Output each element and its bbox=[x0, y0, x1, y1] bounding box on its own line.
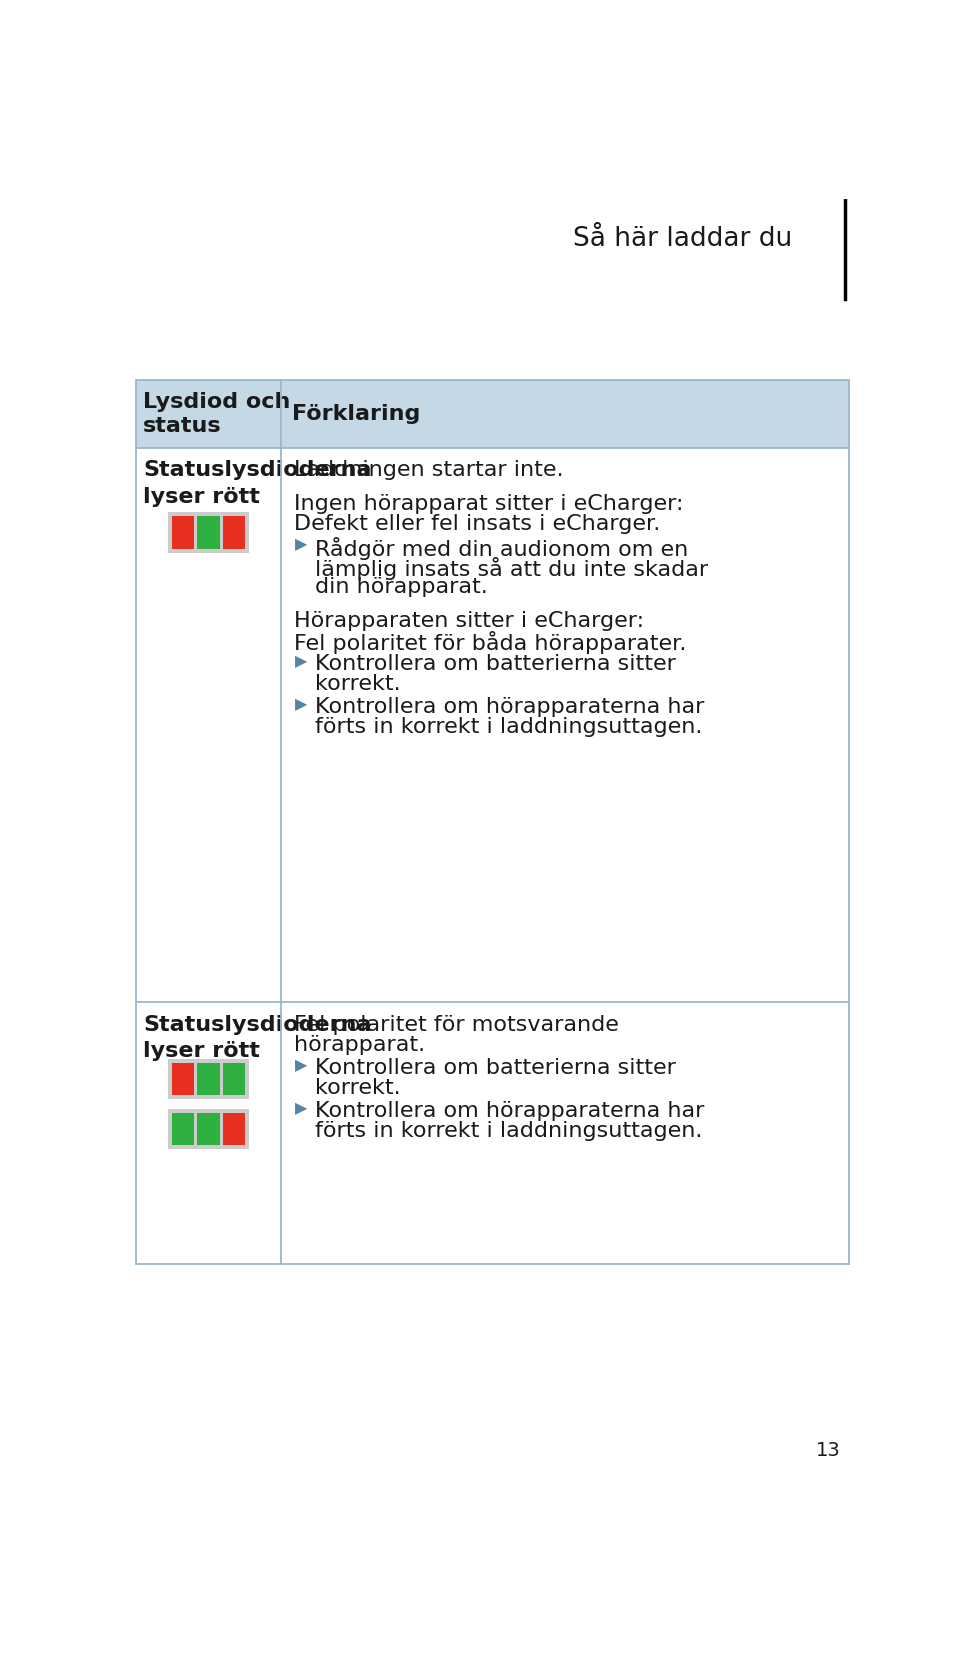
Bar bbox=[223, 516, 245, 549]
Text: hörapparat.: hörapparat. bbox=[294, 1035, 424, 1055]
Bar bbox=[197, 516, 220, 549]
Text: Hörapparaten sitter i eCharger:: Hörapparaten sitter i eCharger: bbox=[294, 611, 644, 630]
Bar bbox=[172, 1063, 194, 1095]
Text: korrekt.: korrekt. bbox=[315, 674, 401, 693]
Text: ▶: ▶ bbox=[295, 654, 307, 669]
Text: Lysdiod och
status: Lysdiod och status bbox=[143, 392, 291, 436]
Bar bbox=[135, 380, 849, 1264]
Bar bbox=[172, 516, 194, 549]
Bar bbox=[172, 1113, 194, 1145]
Text: förts in korrekt i laddningsuttagen.: förts in korrekt i laddningsuttagen. bbox=[315, 1121, 703, 1141]
Bar bbox=[168, 1110, 249, 1150]
Text: ▶: ▶ bbox=[295, 1058, 307, 1073]
Text: Defekt eller fel insats i eCharger.: Defekt eller fel insats i eCharger. bbox=[294, 514, 660, 534]
Bar bbox=[168, 513, 249, 552]
Text: Rådgör med din audionom om en: Rådgör med din audionom om en bbox=[315, 538, 688, 561]
Bar bbox=[223, 1063, 245, 1095]
Text: din hörapparat.: din hörapparat. bbox=[315, 577, 488, 597]
Text: korrekt.: korrekt. bbox=[315, 1078, 401, 1098]
Text: ▶: ▶ bbox=[295, 538, 307, 552]
Text: Så här laddar du: Så här laddar du bbox=[573, 226, 793, 252]
Text: Kontrollera om hörapparaterna har: Kontrollera om hörapparaterna har bbox=[315, 1102, 705, 1121]
Text: Fel polaritet för båda hörapparater.: Fel polaritet för båda hörapparater. bbox=[294, 630, 686, 654]
Bar bbox=[168, 1058, 249, 1100]
Bar bbox=[135, 380, 849, 448]
Text: ▶: ▶ bbox=[295, 697, 307, 712]
Text: lämplig insats så att du inte skadar: lämplig insats så att du inte skadar bbox=[315, 557, 708, 581]
Bar bbox=[197, 1113, 220, 1145]
Text: Fel polaritet för motsvarande: Fel polaritet för motsvarande bbox=[294, 1015, 618, 1035]
Text: Ingen hörapparat sitter i eCharger:: Ingen hörapparat sitter i eCharger: bbox=[294, 494, 684, 514]
Bar bbox=[223, 1113, 245, 1145]
Text: Kontrollera om batterierna sitter: Kontrollera om batterierna sitter bbox=[315, 654, 676, 674]
Text: Laddningen startar inte.: Laddningen startar inte. bbox=[294, 460, 564, 479]
Text: Statuslysdioderna
lyser rött: Statuslysdioderna lyser rött bbox=[143, 1015, 372, 1060]
Bar bbox=[197, 1063, 220, 1095]
Text: Statuslysdioderna
lyser rött: Statuslysdioderna lyser rött bbox=[143, 460, 372, 506]
Text: ▶: ▶ bbox=[295, 1102, 307, 1117]
Text: Förklaring: Förklaring bbox=[292, 403, 420, 425]
Text: Kontrollera om hörapparaterna har: Kontrollera om hörapparaterna har bbox=[315, 697, 705, 717]
Text: 13: 13 bbox=[816, 1440, 841, 1460]
Text: förts in korrekt i laddningsuttagen.: förts in korrekt i laddningsuttagen. bbox=[315, 717, 703, 737]
Text: Kontrollera om batterierna sitter: Kontrollera om batterierna sitter bbox=[315, 1058, 676, 1078]
